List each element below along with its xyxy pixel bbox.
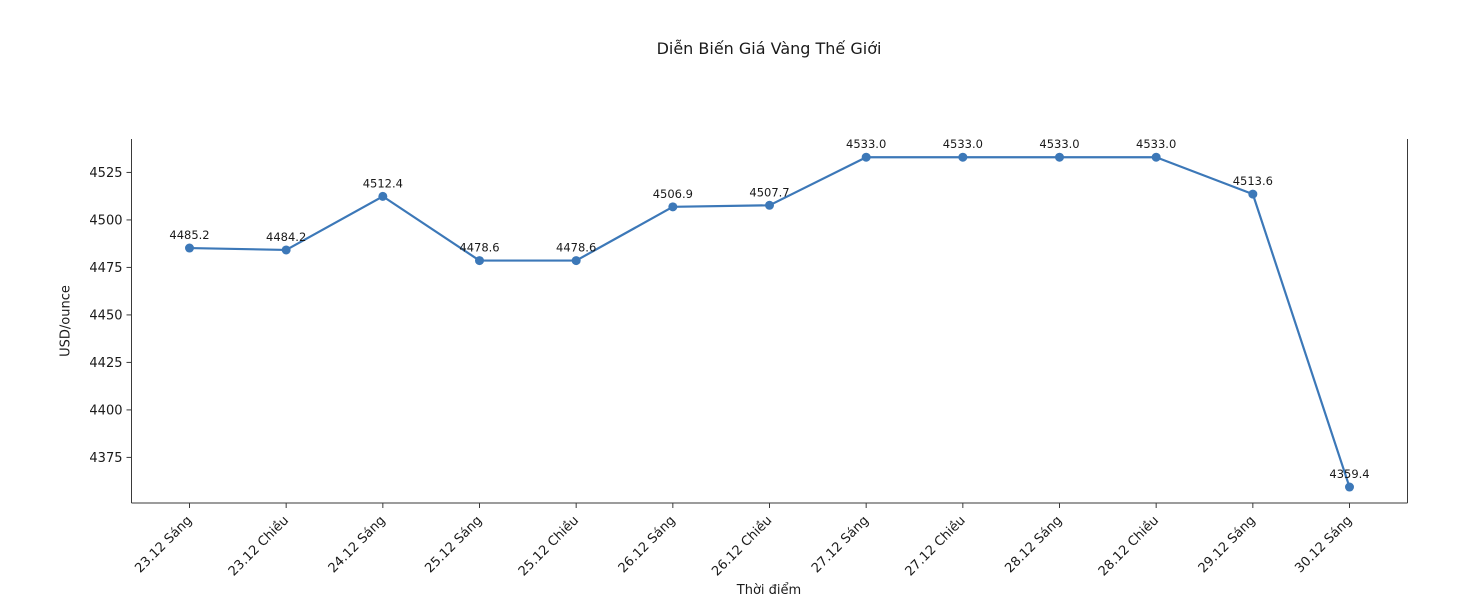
- y-tick-label: 4400: [89, 403, 122, 418]
- data-point-marker: [281, 245, 291, 255]
- x-tick-label: 28.12 Chiều: [1096, 513, 1162, 579]
- data-point-marker: [185, 243, 194, 253]
- data-point-label: 4533.0: [943, 137, 983, 151]
- data-point-label: 4512.4: [363, 176, 403, 190]
- data-point-label: 4478.6: [459, 241, 499, 255]
- y-tick-label: 4425: [89, 356, 122, 371]
- y-tick-label: 4525: [89, 166, 122, 181]
- data-point-marker: [1151, 152, 1161, 162]
- data-point-marker: [958, 152, 968, 162]
- y-tick-label: 4500: [89, 213, 122, 228]
- data-point-marker: [475, 256, 484, 266]
- y-tick-label: 4375: [89, 451, 122, 466]
- data-point-marker: [571, 256, 581, 266]
- x-tick-label: 26.12 Chiều: [709, 513, 775, 579]
- x-tick-label: 27.12 Sáng: [809, 513, 872, 576]
- data-point-label: 4513.6: [1233, 174, 1273, 188]
- x-tick-label: 27.12 Chiều: [903, 513, 969, 579]
- y-tick-label: 4475: [89, 261, 122, 276]
- x-tick-label: 24.12 Sáng: [326, 513, 389, 576]
- x-tick-label: 25.12 Chiều: [516, 513, 582, 579]
- y-tick-label: 4450: [89, 308, 122, 323]
- data-point-marker: [1248, 189, 1258, 199]
- data-point-label: 4506.9: [653, 187, 693, 201]
- data-point-label: 4478.6: [556, 241, 596, 255]
- data-point-marker: [765, 200, 774, 210]
- x-tick-label: 28.12 Sáng: [1002, 513, 1065, 576]
- x-tick-label: 25.12 Sáng: [422, 513, 485, 576]
- data-point-label: 4359.4: [1329, 467, 1369, 481]
- data-point-label: 4485.2: [169, 228, 209, 242]
- data-point-label: 4484.2: [266, 230, 306, 244]
- x-tick-label: 30.12 Sáng: [1292, 513, 1355, 576]
- data-point-marker: [1345, 482, 1354, 492]
- data-point-marker: [861, 152, 871, 162]
- data-point-label: 4533.0: [1039, 137, 1079, 151]
- x-tick-label: 23.12 Chiều: [226, 513, 292, 579]
- data-point-label: 4533.0: [1136, 137, 1176, 151]
- data-point-marker: [668, 202, 678, 212]
- chart-title: Diễn Biến Giá Vàng Thế Giới: [656, 39, 882, 58]
- data-point-marker: [378, 191, 388, 201]
- data-point-label: 4507.7: [749, 185, 789, 199]
- x-tick-label: 23.12 Sáng: [132, 513, 195, 576]
- data-point-marker: [1055, 152, 1064, 162]
- data-point-label: 4533.0: [846, 137, 886, 151]
- x-tick-label: 29.12 Sáng: [1196, 513, 1259, 576]
- x-tick-label: 26.12 Sáng: [616, 513, 679, 576]
- x-axis-label: Thời điểm: [736, 583, 802, 598]
